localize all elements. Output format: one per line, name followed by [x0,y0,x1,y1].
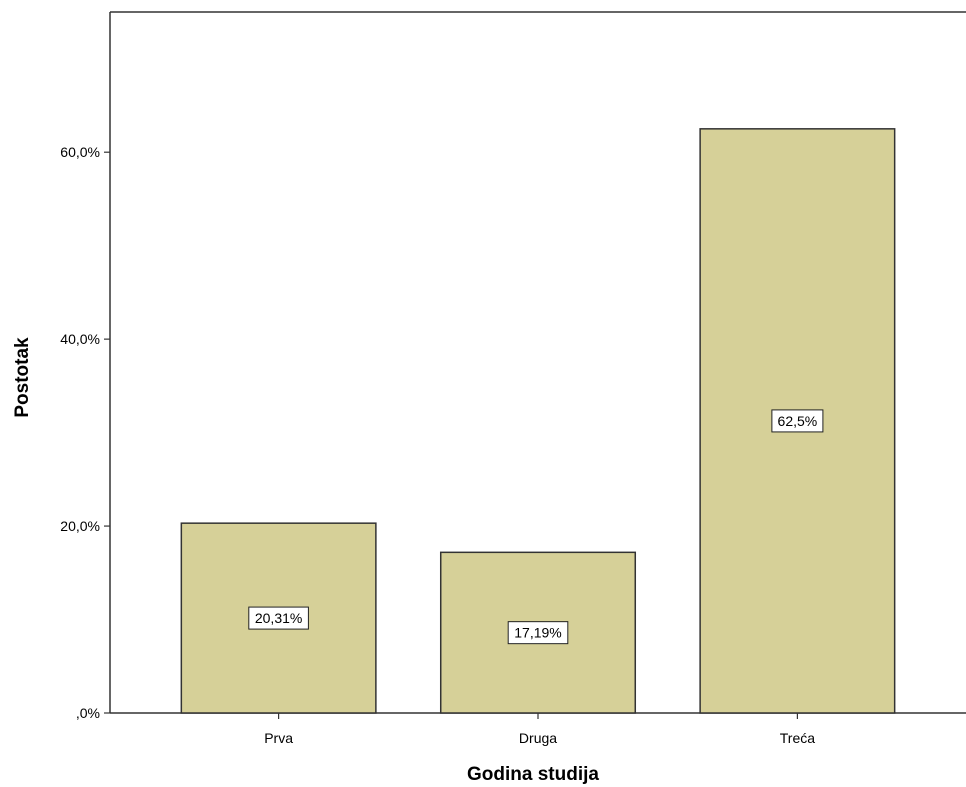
data-label-box [771,409,824,433]
data-label: 62,5% [771,409,824,433]
y-tick-label: 40,0% [60,331,100,347]
y-tick-label: ,0% [76,705,100,721]
x-axis-title: Godina studija [467,764,599,785]
data-label: 17,19% [507,621,569,645]
data-label-box [507,621,569,645]
data-label-box [248,606,309,630]
y-tick-label: 20,0% [60,518,100,534]
data-label-text: 20,31% [255,610,302,626]
y-tick-label: 60,0% [60,144,100,160]
data-label-text: 62,5% [778,413,818,429]
x-tick-label: Prva [264,730,293,746]
data-labels-group: 20,31% 17,19% 62,5% [248,409,824,645]
data-label: 20,31% [248,606,309,630]
data-label-text: 17,19% [514,625,561,641]
y-axis-ticks: ,0% 20,0% 40,0% 60,0% [60,144,110,721]
y-axis-title: Postotak [12,337,33,418]
x-axis-ticks: Prva Druga Treća [264,713,815,746]
x-tick-label: Treća [780,730,815,746]
x-tick-label: Druga [519,730,557,746]
